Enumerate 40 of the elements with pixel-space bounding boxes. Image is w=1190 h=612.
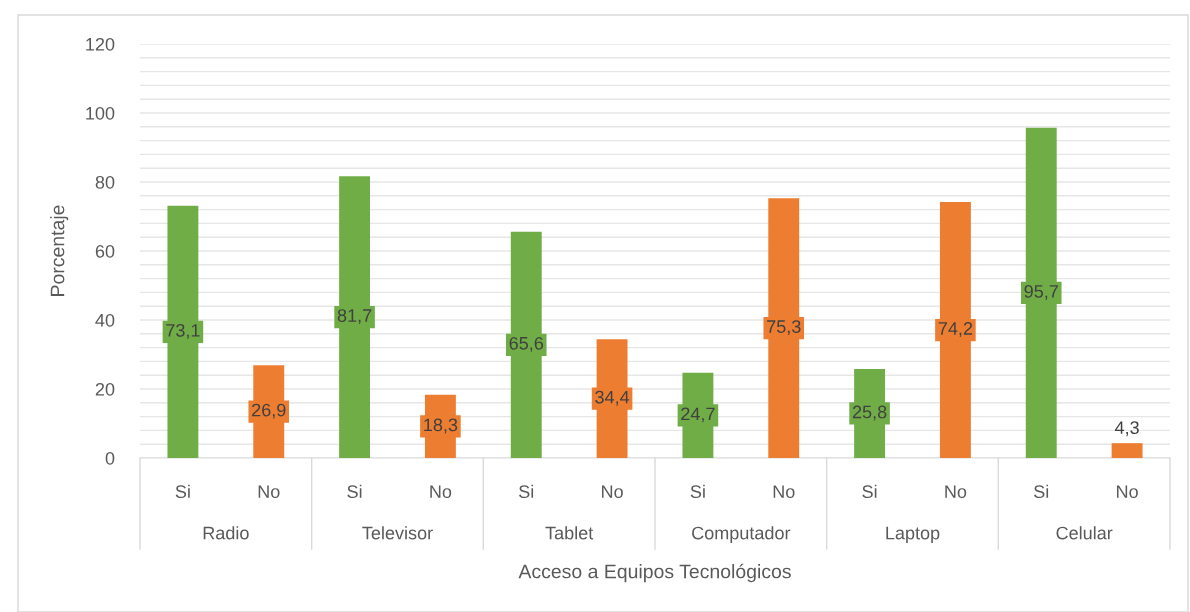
y-tick-label: 120 (86, 37, 115, 51)
data-label: 25,8 (852, 405, 887, 421)
text: Si (519, 484, 534, 499)
x-tick-label: Computador (692, 526, 791, 544)
x-tick-label: Laptop (886, 526, 940, 544)
text: No (602, 485, 623, 499)
y-axis-title: Porcentaje (50, 205, 69, 296)
text: Si (347, 484, 362, 499)
y-tick-label: 0 (105, 451, 115, 465)
y-tick-label: 20 (95, 382, 115, 396)
y-tick-label: 60 (95, 244, 115, 258)
series-label: No (258, 485, 280, 499)
y-tick-label: 100 (86, 106, 115, 120)
data-label: 65,6 (509, 336, 544, 352)
x-tick-label: Tablet (545, 526, 594, 540)
data-label: 4,3 (1114, 421, 1139, 437)
data-label: 75,3 (767, 320, 801, 336)
text: Si (862, 484, 877, 499)
x-axis-title: Acceso a Equipos Tecnológicos (518, 563, 791, 583)
y-tick-label: 80 (95, 175, 115, 189)
bar (1111, 443, 1143, 458)
data-label: 24,7 (681, 407, 715, 423)
data-label: 34,4 (595, 390, 630, 406)
y-tick-label: 40 (95, 313, 115, 327)
text: No (945, 485, 967, 499)
x-tick-label: Celular (1056, 526, 1113, 540)
data-label: 81,7 (337, 309, 372, 325)
data-label: 18,3 (424, 418, 458, 434)
text: No (430, 485, 452, 499)
data-label: 74,2 (938, 322, 973, 337)
data-label: 26,9 (252, 403, 286, 419)
x-tick-label: Radio (203, 526, 249, 540)
text: No (773, 485, 795, 499)
text: Si (1034, 484, 1049, 499)
series-label: Si (175, 484, 190, 499)
x-tick-label: Televisor (362, 526, 433, 540)
data-label: 95,7 (1024, 284, 1058, 300)
data-label: 73,1 (166, 323, 200, 339)
text: Si (690, 484, 705, 499)
text: No (1117, 485, 1138, 499)
